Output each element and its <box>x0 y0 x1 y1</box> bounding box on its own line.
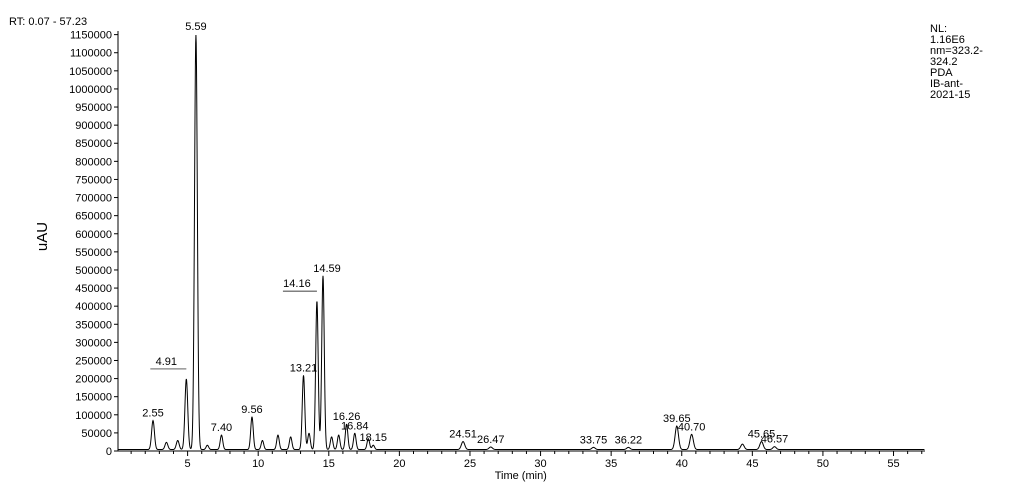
nl-line: nm=323.2- <box>930 45 983 57</box>
y-tick-label: 450000 <box>75 283 112 295</box>
y-tick-label: 400000 <box>75 301 112 313</box>
y-tick-label: 950000 <box>75 102 112 114</box>
y-tick-label: 50000 <box>81 428 112 440</box>
x-tick-label: 5 <box>185 458 191 470</box>
y-tick-label: 550000 <box>75 247 112 259</box>
y-tick-label: 1100000 <box>70 48 112 60</box>
peak-label: 16.84 <box>341 420 369 432</box>
nl-info-block: NL: 1.16E6 nm=323.2- 324.2 PDA IB-ant- 2… <box>930 24 983 101</box>
y-tick-label: 250000 <box>75 355 112 367</box>
nl-line: 1.16E6 <box>930 34 965 46</box>
peak-label: 40.70 <box>678 421 706 433</box>
y-tick-label: 650000 <box>75 211 112 223</box>
peak-label: 16.26 <box>333 411 361 423</box>
y-tick-label: 1150000 <box>70 30 112 42</box>
peak-label: 33.75 <box>580 434 608 446</box>
y-tick-label: 800000 <box>75 156 112 168</box>
x-tick-label: 40 <box>676 458 688 470</box>
y-tick-label: 500000 <box>75 265 112 277</box>
peak-label: 7.40 <box>211 422 232 434</box>
y-tick-label: 850000 <box>75 138 112 150</box>
x-tick-label: 30 <box>534 458 546 470</box>
y-tick-label: 350000 <box>75 319 112 331</box>
y-tick-label: 750000 <box>75 174 112 186</box>
y-tick-label: 700000 <box>75 193 112 205</box>
rt-range-label: RT: 0.07 - 57.23 <box>9 16 88 28</box>
peak-label: 13.21 <box>290 362 318 374</box>
peak-label: 45.65 <box>748 429 776 441</box>
x-tick-label: 25 <box>464 458 476 470</box>
peak-label: 9.56 <box>241 404 262 416</box>
x-tick-label: 55 <box>887 458 899 470</box>
nl-line: NL: <box>930 23 948 35</box>
y-tick-label: 900000 <box>75 120 112 132</box>
y-tick-label: 300000 <box>75 337 112 349</box>
peak-label: 14.59 <box>313 263 341 275</box>
x-tick-label: 35 <box>605 458 617 470</box>
peak-label: 2.55 <box>142 408 163 420</box>
peak-label: 36.22 <box>615 434 643 446</box>
y-tick-label: 200000 <box>75 374 112 386</box>
nl-line: 2021-15 <box>930 89 971 101</box>
y-tick-label: 100000 <box>75 410 112 422</box>
peak-label: 39.65 <box>663 413 691 425</box>
x-tick-label: 15 <box>323 458 335 470</box>
chromatogram-trace <box>118 34 925 451</box>
peak-label: 26.47 <box>477 434 505 446</box>
y-tick-label: 1050000 <box>69 66 112 78</box>
x-tick-label: 10 <box>252 458 264 470</box>
peak-label: 4.91 <box>156 356 177 368</box>
peak-label: 14.16 <box>283 278 311 290</box>
y-tick-label: 1000000 <box>69 84 112 96</box>
x-tick-label: 20 <box>393 458 405 470</box>
x-axis-label: Time (min) <box>495 470 547 482</box>
peak-label: 46.57 <box>761 434 789 446</box>
peak-label: 24.51 <box>449 429 477 441</box>
nl-line: PDA <box>930 67 953 79</box>
y-tick-label: 600000 <box>75 229 112 241</box>
peak-label: 18.15 <box>359 432 387 444</box>
nl-line: IB-ant- <box>930 78 964 90</box>
y-tick-label: 150000 <box>75 392 112 404</box>
y-tick-label: 0 <box>106 446 112 458</box>
nl-line: 324.2 <box>930 56 958 68</box>
x-tick-label: 45 <box>746 458 758 470</box>
peak-label: 5.59 <box>185 21 206 33</box>
x-tick-label: 50 <box>817 458 829 470</box>
